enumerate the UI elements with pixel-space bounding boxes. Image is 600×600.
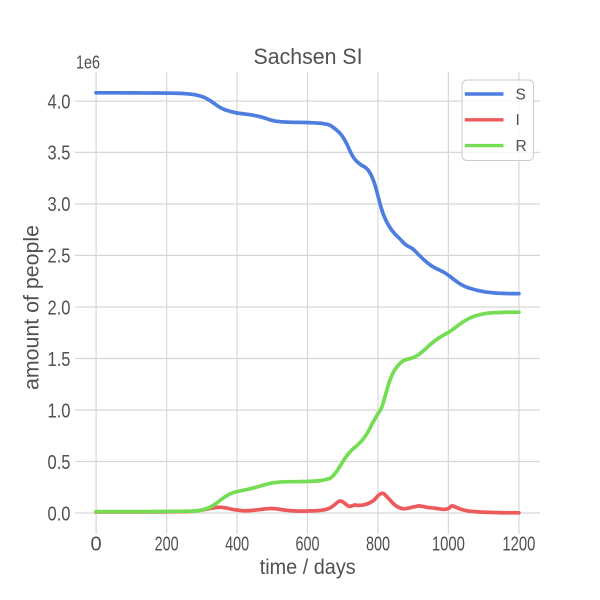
svg-text:amount of people: amount of people [21, 225, 44, 390]
svg-text:400: 400 [225, 533, 249, 555]
svg-text:S: S [516, 86, 526, 103]
svg-text:0: 0 [91, 533, 102, 555]
svg-text:1.0: 1.0 [48, 400, 71, 422]
svg-text:Sachsen SI: Sachsen SI [254, 44, 363, 69]
svg-text:1000: 1000 [432, 533, 465, 555]
svg-text:600: 600 [296, 533, 320, 555]
svg-text:1e6: 1e6 [76, 53, 100, 73]
svg-text:3.0: 3.0 [48, 194, 71, 216]
svg-text:2.5: 2.5 [48, 246, 71, 268]
svg-text:3.5: 3.5 [48, 143, 71, 165]
svg-text:4.0: 4.0 [48, 91, 71, 113]
svg-text:I: I [516, 112, 520, 129]
svg-text:R: R [516, 138, 527, 155]
svg-text:0.5: 0.5 [48, 452, 71, 474]
svg-text:800: 800 [366, 533, 390, 555]
svg-text:1200: 1200 [502, 533, 535, 555]
svg-text:1.5: 1.5 [48, 349, 71, 371]
svg-text:time / days: time / days [260, 556, 356, 579]
svg-text:2.0: 2.0 [48, 297, 71, 319]
svg-text:0.0: 0.0 [48, 503, 71, 525]
svg-text:200: 200 [155, 533, 179, 555]
